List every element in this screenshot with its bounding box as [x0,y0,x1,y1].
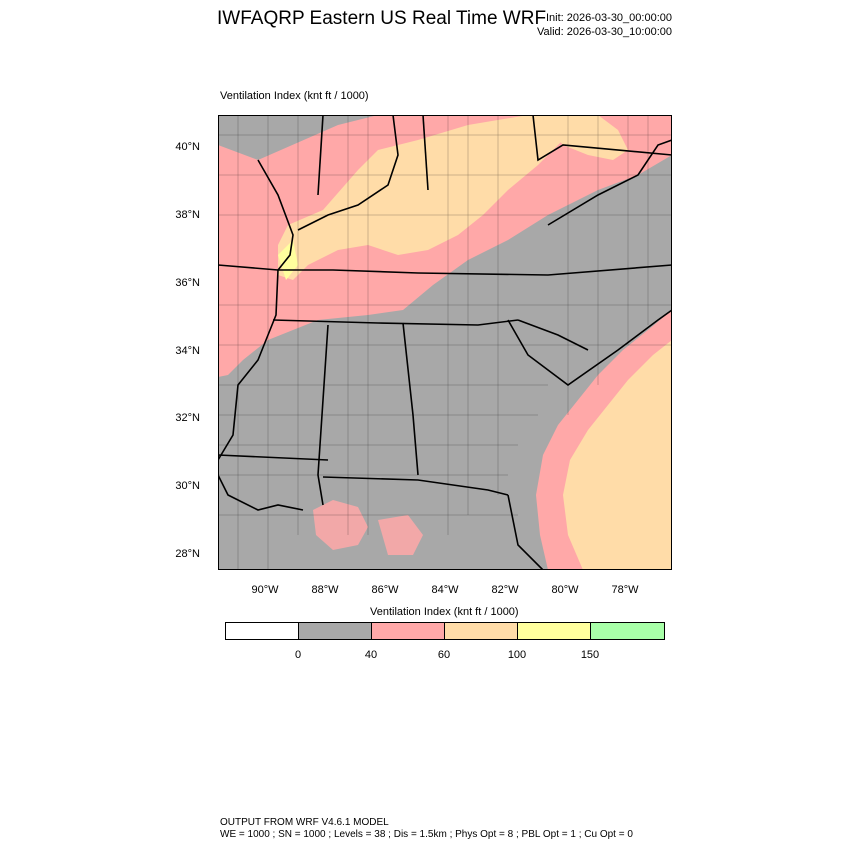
colorbar [225,622,665,640]
state-boundaries [218,115,672,570]
gulf-pink-patch-2 [378,515,423,555]
lon-label-84w: 84°W [431,584,459,596]
field-label: Ventilation Index (knt ft / 1000) [220,90,369,102]
colorbar-tick-60: 60 [437,649,451,661]
pink-band-region [218,115,672,377]
ohio-river-line [297,115,399,231]
lon-label-90w: 90°W [251,584,279,596]
colorbar-tick-100: 100 [507,649,527,661]
colorbar-segment-yellow [518,623,591,639]
colorbar-segment-tan [445,623,518,639]
init-time: Init: 2026-03-30_00:00:00 [546,12,672,24]
lon-label-82w: 82°W [491,584,519,596]
colorbar-segment-green [591,623,664,639]
map-border [218,115,672,570]
la-ms-line [218,454,329,461]
lon-label-80w: 80°W [551,584,579,596]
lon-label-78w: 78°W [611,584,639,596]
il-in-line [317,115,324,196]
lon-label-88w: 88°W [311,584,339,596]
colorbar-segment-pink [372,623,445,639]
oh-wv-pa-line [532,115,672,162]
page-title: IWFAQRP Eastern US Real Time WRF [217,8,547,29]
map-canvas [218,115,672,570]
colorbar-tick-150: 150 [580,649,600,661]
lat-label-30n: 30°N [175,480,200,492]
lat-label-28n: 28°N [175,548,200,560]
colorbar-tick-40: 40 [364,649,378,661]
lat-label-36n: 36°N [175,277,200,289]
map-panel [218,115,672,570]
lon-label-86w: 86°W [371,584,399,596]
colorbar-title: Ventilation Index (knt ft / 1000) [370,606,519,618]
footer-config-line: WE = 1000 ; SN = 1000 ; Levels = 38 ; Di… [220,829,633,840]
lat-label-32n: 32°N [175,412,200,424]
tan-ocean-region [563,340,672,570]
colorbar-segment-white [226,623,299,639]
footer-model-line: OUTPUT FROM WRF V4.6.1 MODEL [220,817,389,828]
fl-east-coast [507,494,544,570]
colorbar-tick-0: 0 [294,649,302,661]
lat-label-38n: 38°N [175,209,200,221]
gulf-pink-patch-1 [313,500,368,550]
sc-nc-coast [507,309,672,386]
lat-label-34n: 34°N [175,345,200,357]
tan-region-north [278,115,563,280]
in-oh-line [422,115,429,191]
colorbar-segment-gray [299,623,372,639]
county-grid [218,115,672,570]
valid-time: Valid: 2026-03-30_10:00:00 [537,26,672,38]
louisiana-coast [218,474,304,511]
lat-label-40n: 40°N [175,141,200,153]
